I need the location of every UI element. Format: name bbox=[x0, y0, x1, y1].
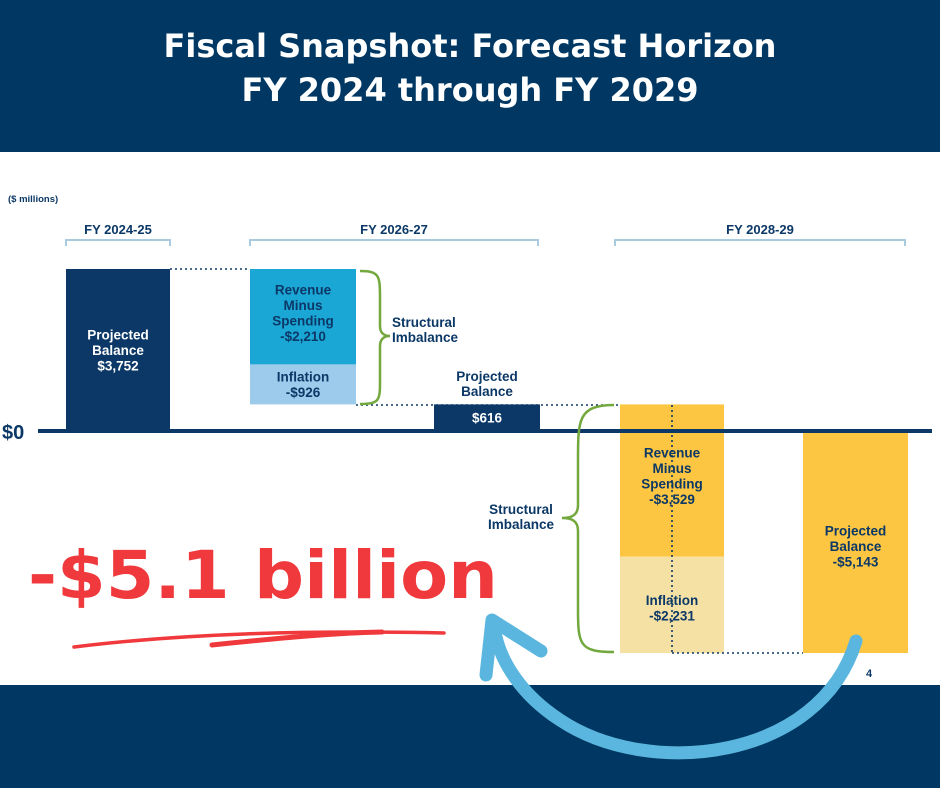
bar-label: -$3,529 bbox=[649, 492, 695, 507]
footer-band bbox=[0, 685, 940, 788]
bar-label: Spending bbox=[641, 476, 703, 491]
brace-label: Structural bbox=[392, 315, 456, 330]
bar-label: Balance bbox=[92, 343, 144, 358]
header-band bbox=[0, 0, 940, 152]
bar-label: Inflation bbox=[277, 370, 330, 385]
red-underline bbox=[209, 629, 385, 648]
title-line-1: Fiscal Snapshot: Forecast Horizon bbox=[163, 27, 777, 65]
bar-pb3 bbox=[803, 431, 908, 653]
headline-amount: -$5.1 billion bbox=[28, 537, 498, 614]
period-bracket bbox=[65, 239, 171, 246]
bar-label: $3,752 bbox=[97, 359, 138, 374]
bar-inf1 bbox=[250, 364, 356, 405]
bar-label: -$2,210 bbox=[280, 329, 326, 344]
bar-label: Minus bbox=[284, 298, 323, 313]
bar-label: -$5,143 bbox=[833, 555, 879, 570]
bar-caption: Projected bbox=[456, 369, 518, 384]
bar-pb2 bbox=[434, 404, 540, 431]
structural-imbalance-brace bbox=[561, 403, 615, 654]
bar-label: Minus bbox=[653, 461, 692, 476]
bar-caption: Balance bbox=[461, 384, 513, 399]
bar-label: Spending bbox=[272, 313, 334, 328]
bar-rms1 bbox=[250, 269, 356, 365]
bar-label: $616 bbox=[472, 411, 503, 426]
bar-pb1 bbox=[66, 269, 170, 431]
unit-label: ($ millions) bbox=[8, 194, 58, 205]
period-bracket bbox=[249, 239, 539, 246]
zero-label: $0 bbox=[2, 422, 24, 444]
title-line-2: FY 2024 through FY 2029 bbox=[241, 71, 699, 109]
period-label: FY 2024-25 bbox=[84, 222, 152, 237]
brace-label: Imbalance bbox=[392, 330, 459, 345]
arrow-head bbox=[479, 613, 548, 682]
bar-label: Revenue bbox=[275, 282, 332, 297]
page-number: 4 bbox=[866, 668, 873, 680]
period-bracket bbox=[614, 239, 906, 246]
period-label: FY 2028-29 bbox=[726, 222, 794, 237]
period-label: FY 2026-27 bbox=[360, 222, 428, 237]
bar-label: Projected bbox=[825, 524, 887, 539]
brace-label: Structural bbox=[489, 502, 553, 517]
red-underline bbox=[72, 630, 446, 649]
bar-label: Projected bbox=[87, 328, 149, 343]
bar-label: -$926 bbox=[286, 385, 321, 400]
curved-arrow bbox=[488, 625, 863, 760]
bar-label: Revenue bbox=[644, 445, 701, 460]
page-title: Fiscal Snapshot: Forecast Horizon FY 202… bbox=[0, 24, 940, 112]
bar-label: Balance bbox=[830, 539, 882, 554]
brace-label: Imbalance bbox=[488, 517, 555, 532]
structural-imbalance-brace bbox=[359, 269, 391, 406]
